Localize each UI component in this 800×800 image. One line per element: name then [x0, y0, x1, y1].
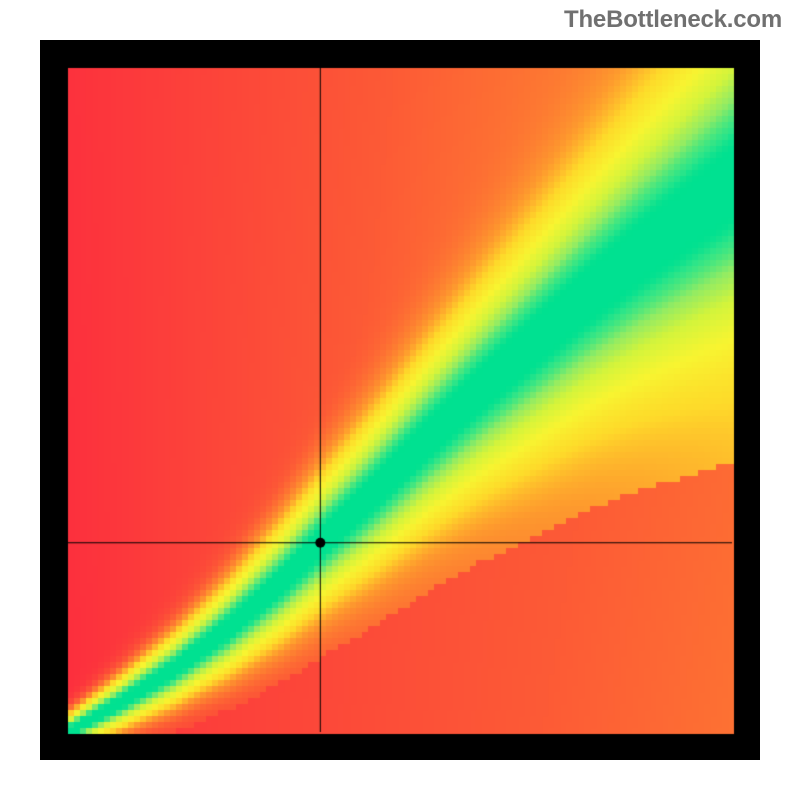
- watermark-text: TheBottleneck.com: [564, 6, 782, 34]
- heatmap-canvas: [40, 40, 760, 760]
- figure-container: TheBottleneck.com: [0, 0, 800, 800]
- plot-frame: [40, 40, 760, 760]
